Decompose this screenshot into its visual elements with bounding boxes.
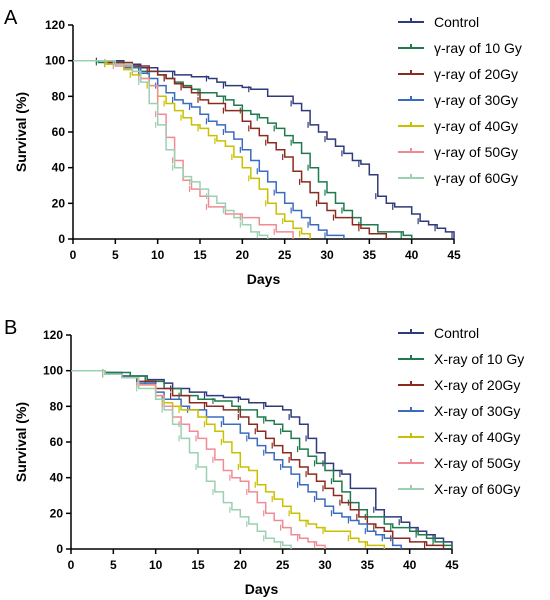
- panel-b-legend-label: X-ray of 60Gy: [434, 481, 520, 497]
- panel-a-x-tick-label: 35: [363, 248, 377, 262]
- panel-b-x-tick-label: 10: [149, 558, 163, 572]
- panel-a-y-tick-label: 80: [52, 89, 66, 103]
- panel-b-y-tick-label: 20: [50, 506, 64, 520]
- panel-b-axes: 0 20 40 60 80 100 120 0 5 10 15 20 25 30 35 40 45: [43, 328, 459, 572]
- panel-a-chart: A Survival (%) Days 0 20 40 60 80 100 120 0 5 10 1…: [4, 7, 522, 287]
- panel-a-x-tick-label: 0: [70, 248, 77, 262]
- panel-a-series-line-4: [73, 59, 345, 239]
- panel-b-y-tick-label: 120: [43, 328, 63, 342]
- panel-a-y-tick-label: 100: [45, 54, 65, 68]
- panel-a-axes: 0 20 40 60 80 100 120 0 5 10 15 20 25 30 35 40 45: [45, 18, 461, 262]
- panel-a-legend-label: γ-ray of 60Gy: [434, 170, 518, 186]
- panel-a-legend-label: γ-ray of 10 Gy: [434, 40, 522, 56]
- panel-a-x-tick-label: 15: [193, 248, 207, 262]
- panel-b-label: B: [4, 317, 17, 339]
- panel-a-x-tick-label: 40: [405, 248, 419, 262]
- panel-b-series-line-1: [71, 369, 453, 549]
- panel-a-x-tick-label: 20: [236, 248, 250, 262]
- panel-b-legend-label: X-ray of 40Gy: [434, 429, 520, 445]
- panel-a-x-tick-label: 25: [278, 248, 292, 262]
- panel-b-y-tick-label: 0: [56, 542, 63, 556]
- panel-b-legend-label: Control: [434, 325, 479, 341]
- panel-b-series-line-7: [71, 369, 292, 549]
- panel-b-y-tick-label: 60: [50, 435, 64, 449]
- panel-a-series-line-7: [73, 59, 269, 239]
- panel-a-series-line-1: [73, 59, 455, 239]
- panel-b-x-tick-label: 40: [403, 558, 417, 572]
- panel-b-x-tick-label: 25: [276, 558, 290, 572]
- panel-a-x-tick-label: 10: [151, 248, 165, 262]
- panel-a-x-axis-title: Days: [247, 271, 281, 287]
- panel-a-x-tick-label: 30: [320, 248, 334, 262]
- panel-a-y-axis-title: Survival (%): [13, 92, 29, 172]
- panel-b-series-line-2: [71, 369, 453, 549]
- panel-b-x-tick-label: 15: [191, 558, 205, 572]
- panel-a-legend-label: γ-ray of 20Gy: [434, 66, 518, 82]
- panel-b-x-tick-label: 30: [318, 558, 332, 572]
- panel-a-legend-label: Control: [434, 14, 479, 30]
- panel-b-y-tick-label: 80: [50, 399, 64, 413]
- panel-a-y-tick-label: 20: [52, 196, 66, 210]
- panel-a-series-line-3: [73, 59, 388, 239]
- panel-b-chart: B Survival (%) Days 0 20 40 60 80 100 120 0 5 10 1…: [4, 317, 524, 597]
- panel-b-legend-label: X-ray of 20Gy: [434, 377, 520, 393]
- panel-b-x-tick-label: 45: [445, 558, 459, 572]
- panel-b-x-tick-label: 35: [361, 558, 375, 572]
- panel-a-x-tick-label: 45: [447, 248, 461, 262]
- panel-a-legend-label: γ-ray of 50Gy: [434, 144, 518, 160]
- panel-b-y-tick-label: 100: [43, 364, 63, 378]
- panel-b-legend-label: X-ray of 30Gy: [434, 403, 520, 419]
- panel-b-x-tick-label: 5: [110, 558, 117, 572]
- panel-b-legend-label: X-ray of 10 Gy: [434, 351, 524, 367]
- panel-b-x-tick-label: 20: [234, 558, 248, 572]
- panel-a-y-tick-label: 120: [45, 18, 65, 32]
- panel-a-legend-label: γ-ray of 40Gy: [434, 118, 518, 134]
- panel-b-legend-label: X-ray of 50Gy: [434, 455, 520, 471]
- panel-a-y-tick-label: 40: [52, 161, 66, 175]
- panel-a-legend-label: γ-ray of 30Gy: [434, 92, 518, 108]
- panel-b-y-tick-label: 40: [50, 471, 64, 485]
- panel-b-x-tick-label: 0: [68, 558, 75, 572]
- panel-a-y-tick-label: 0: [58, 232, 65, 246]
- panel-b-y-axis-title: Survival (%): [13, 402, 29, 482]
- panel-b-x-axis-title: Days: [245, 581, 279, 597]
- panel-a-x-tick-label: 5: [112, 248, 119, 262]
- panel-a-label: A: [4, 7, 18, 29]
- panel-b-series-line-3: [71, 369, 445, 549]
- panel-b-curves: [71, 369, 453, 549]
- panel-b-legend: Control X-ray of 10 Gy X-ray of 20Gy X-ray …: [398, 325, 524, 497]
- panel-a-curves: [73, 57, 455, 239]
- panel-a-y-tick-label: 60: [52, 125, 66, 139]
- panel-a-legend: Control γ-ray of 10 Gy γ-ray of 20Gy γ-ray …: [398, 14, 522, 186]
